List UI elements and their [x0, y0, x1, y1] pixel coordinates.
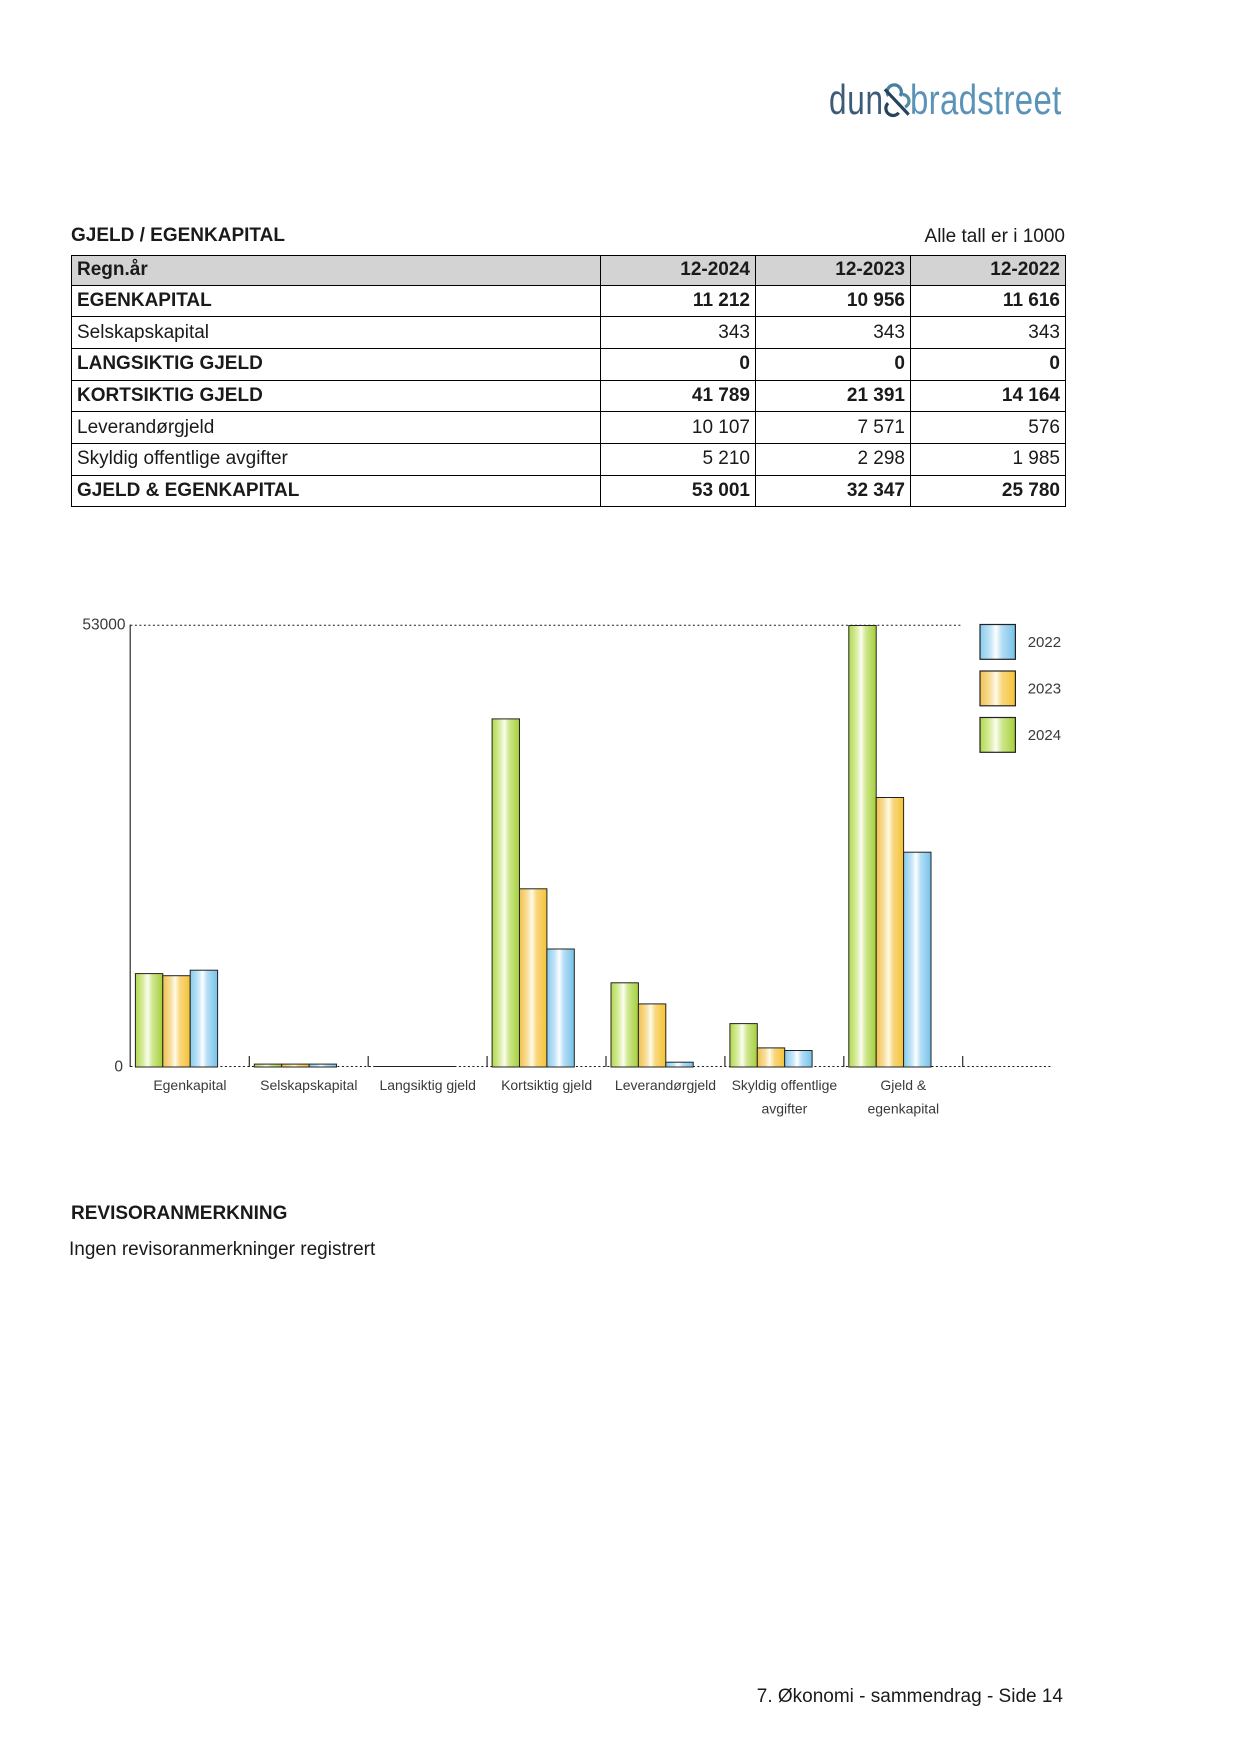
svg-text:Langsiktig gjeld: Langsiktig gjeld	[379, 1077, 476, 1093]
svg-text:Kortsiktig gjeld: Kortsiktig gjeld	[501, 1077, 592, 1093]
svg-text:Leverandørgjeld: Leverandørgjeld	[615, 1077, 716, 1093]
svg-text:2024: 2024	[1028, 727, 1061, 744]
svg-text:avgifter: avgifter	[761, 1101, 807, 1117]
svg-text:2023: 2023	[1028, 681, 1061, 698]
svg-text:Skyldig offentlige: Skyldig offentlige	[732, 1077, 838, 1093]
svg-text:Selskapskapital: Selskapskapital	[260, 1077, 357, 1093]
svg-text:53000: 53000	[82, 617, 125, 634]
svg-text:2022: 2022	[1028, 634, 1061, 651]
svg-text:egenkapital: egenkapital	[867, 1101, 939, 1117]
svg-text:Gjeld &: Gjeld &	[880, 1077, 927, 1093]
svg-text:Egenkapital: Egenkapital	[153, 1077, 226, 1093]
svg-text:0: 0	[114, 1059, 123, 1076]
